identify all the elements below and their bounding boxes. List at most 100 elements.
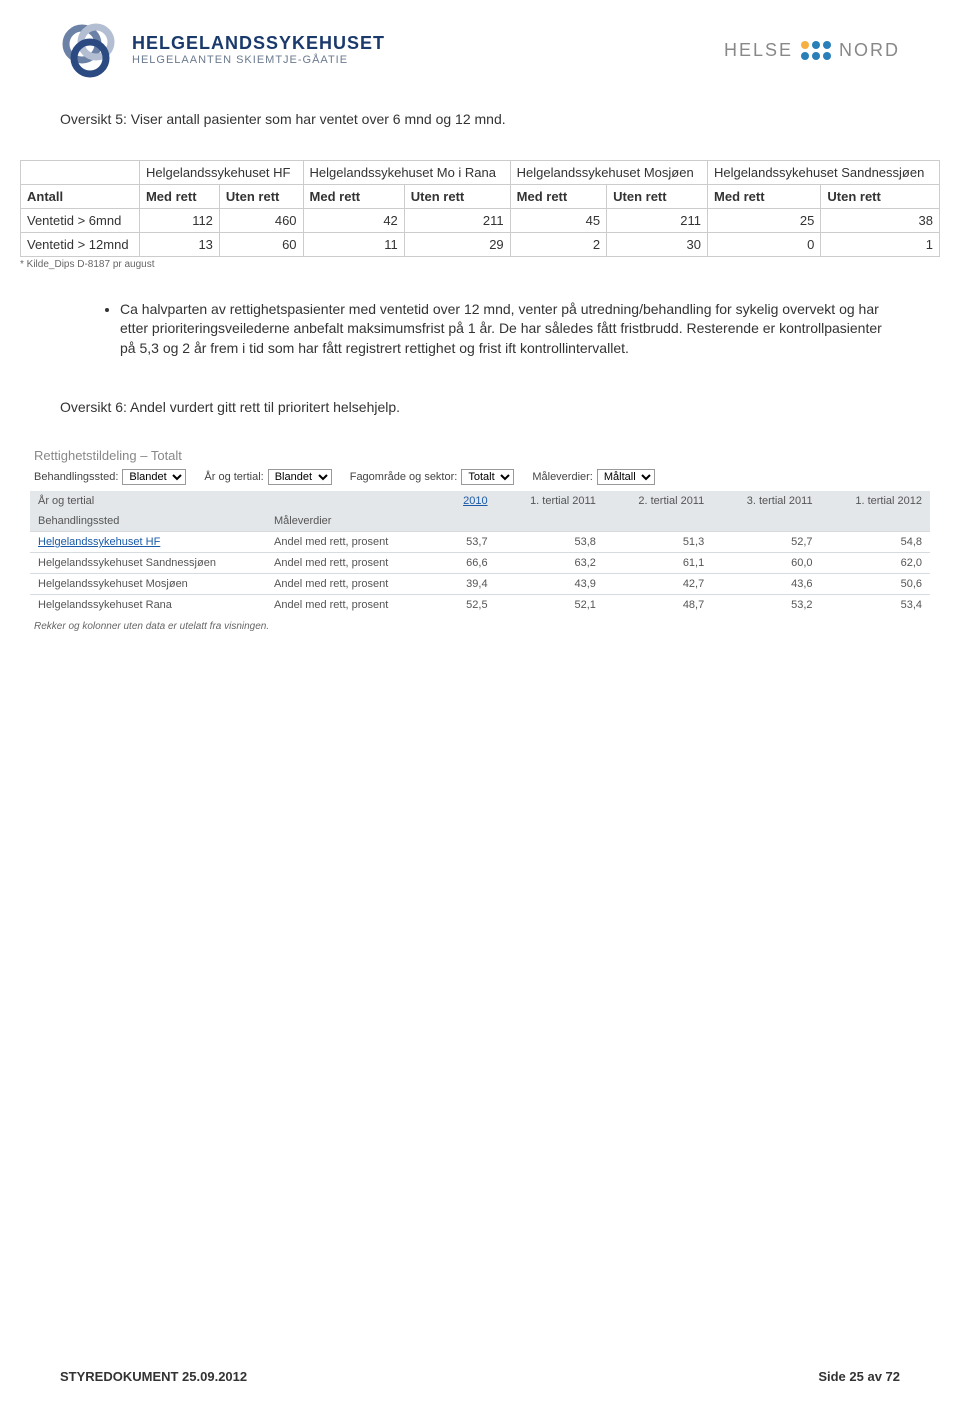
section-rettighet: Rettighetstildeling – Totalt Behandlings… <box>30 448 930 632</box>
cell: 43,9 <box>496 573 604 594</box>
group-header: Helgelandssykehuset Mo i Rana <box>303 160 510 184</box>
cell: 66,6 <box>442 552 496 573</box>
cell: 29 <box>404 232 510 256</box>
cell: 52,5 <box>442 594 496 615</box>
cell: 52,7 <box>712 531 820 552</box>
col-header: 3. tertial 2011 <box>712 491 820 511</box>
table-row: Ventetid > 6mnd 112 460 42 211 45 211 25… <box>21 208 940 232</box>
cell: 39,4 <box>442 573 496 594</box>
col-header: 2. tertial 2011 <box>604 491 712 511</box>
cell: 48,7 <box>604 594 712 615</box>
metric: Andel med rett, prosent <box>266 594 442 615</box>
row-label: Ventetid > 12mnd <box>21 232 140 256</box>
metric: Andel med rett, prosent <box>266 531 442 552</box>
filter-label: Behandlingssted: <box>34 471 118 483</box>
cell: 45 <box>510 208 606 232</box>
filter: År og tertial: Blandet <box>204 469 331 485</box>
logo-line1: HELGELANDSSYKEHUSET <box>132 34 385 54</box>
cell: 63,2 <box>496 552 604 573</box>
filters-row: Behandlingssted: Blandet År og tertial: … <box>34 469 930 485</box>
table-row: Helgelandssykehuset Sandnessjøen Andel m… <box>30 552 930 573</box>
logo-right-word1: HELSE <box>724 40 793 61</box>
cell: 25 <box>708 208 821 232</box>
oversikt6-text: Oversikt 6: Andel vurdert gitt rett til … <box>60 398 900 418</box>
section2-title: Rettighetstildeling – Totalt <box>34 448 930 463</box>
cell: 51,3 <box>604 531 712 552</box>
sub-header: Måleverdier <box>266 511 442 532</box>
cell: 42 <box>303 208 404 232</box>
row-name: Helgelandssykehuset Mosjøen <box>30 573 266 594</box>
col-header <box>266 491 442 511</box>
cell: 62,0 <box>821 552 930 573</box>
cell: 53,7 <box>442 531 496 552</box>
col-header: Uten rett <box>219 184 303 208</box>
cell: 61,1 <box>604 552 712 573</box>
table-ventetid: Helgelandssykehuset HF Helgelandssykehus… <box>20 160 940 257</box>
group-header: Helgelandssykehuset Mosjøen <box>510 160 707 184</box>
table-row: Antall Med rett Uten rett Med rett Uten … <box>21 184 940 208</box>
table-row: Behandlingssted Måleverdier <box>30 511 930 532</box>
filter-label: År og tertial: <box>204 471 263 483</box>
col-header: 1. tertial 2011 <box>496 491 604 511</box>
logo-right-word2: NORD <box>839 40 900 61</box>
cell: 53,2 <box>712 594 820 615</box>
col-header: År og tertial <box>30 491 266 511</box>
cell: 11 <box>303 232 404 256</box>
row-name: Helgelandssykehuset Sandnessjøen <box>30 552 266 573</box>
table-row: Helgelandssykehuset HF Andel med rett, p… <box>30 531 930 552</box>
col-header: Med rett <box>510 184 606 208</box>
sub-header: Behandlingssted <box>30 511 266 532</box>
filter-select[interactable]: Totalt <box>461 469 514 485</box>
bullet-block: Ca halvparten av rettighetspasienter med… <box>100 300 900 359</box>
col-header: Uten rett <box>607 184 708 208</box>
col-header: Uten rett <box>821 184 940 208</box>
dots-icon <box>801 41 831 60</box>
group-header: Helgelandssykehuset HF <box>139 160 303 184</box>
cell: 0 <box>708 232 821 256</box>
table2-note: Rekker og kolonner uten data er utelatt … <box>34 621 930 632</box>
cell: 211 <box>404 208 510 232</box>
cell: 53,4 <box>821 594 930 615</box>
group-header: Helgelandssykehuset Sandnessjøen <box>708 160 940 184</box>
row-name-link[interactable]: Helgelandssykehuset HF <box>30 531 266 552</box>
page-footer: STYREDOKUMENT 25.09.2012 Side 25 av 72 <box>60 1369 900 1384</box>
filter-select[interactable]: Måltall <box>597 469 655 485</box>
cell: 38 <box>821 208 940 232</box>
col-header: 1. tertial 2012 <box>821 491 930 511</box>
row-name: Helgelandssykehuset Rana <box>30 594 266 615</box>
filter-label: Fagområde og sektor: <box>350 471 458 483</box>
logo-line2: HELGELAANTEN SKIEMTJE-GÅATIE <box>132 54 385 66</box>
rings-icon <box>60 20 120 80</box>
footer-right: Side 25 av 72 <box>818 1369 900 1384</box>
cell: 1 <box>821 232 940 256</box>
cell: 52,1 <box>496 594 604 615</box>
table1-footnote: * Kilde_Dips D-8187 pr august <box>20 259 900 270</box>
cell: 2 <box>510 232 606 256</box>
cell: 60 <box>219 232 303 256</box>
filter: Fagområde og sektor: Totalt <box>350 469 515 485</box>
filter-select[interactable]: Blandet <box>268 469 332 485</box>
metric: Andel med rett, prosent <box>266 552 442 573</box>
cell: 54,8 <box>821 531 930 552</box>
row-label: Antall <box>21 184 140 208</box>
bullet-text: Ca halvparten av rettighetspasienter med… <box>120 300 900 359</box>
table-rettighet: År og tertial 2010 1. tertial 2011 2. te… <box>30 491 930 615</box>
table-row: Helgelandssykehuset Mosjøen Andel med re… <box>30 573 930 594</box>
cell: 460 <box>219 208 303 232</box>
filter: Behandlingssted: Blandet <box>34 469 186 485</box>
cell: 43,6 <box>712 573 820 594</box>
row-label: Ventetid > 6mnd <box>21 208 140 232</box>
col-header: Uten rett <box>404 184 510 208</box>
filter: Måleverdier: Måltall <box>532 469 655 485</box>
table-row: Helgelandssykehuset HF Helgelandssykehus… <box>21 160 940 184</box>
col-header-link[interactable]: 2010 <box>442 491 496 511</box>
metric: Andel med rett, prosent <box>266 573 442 594</box>
cell: 112 <box>139 208 219 232</box>
col-header: Med rett <box>139 184 219 208</box>
table-row: År og tertial 2010 1. tertial 2011 2. te… <box>30 491 930 511</box>
logo-left: HELGELANDSSYKEHUSET HELGELAANTEN SKIEMTJ… <box>60 20 385 80</box>
cell: 50,6 <box>821 573 930 594</box>
table-row: Helgelandssykehuset Rana Andel med rett,… <box>30 594 930 615</box>
footer-left: STYREDOKUMENT 25.09.2012 <box>60 1369 247 1384</box>
filter-select[interactable]: Blandet <box>122 469 186 485</box>
